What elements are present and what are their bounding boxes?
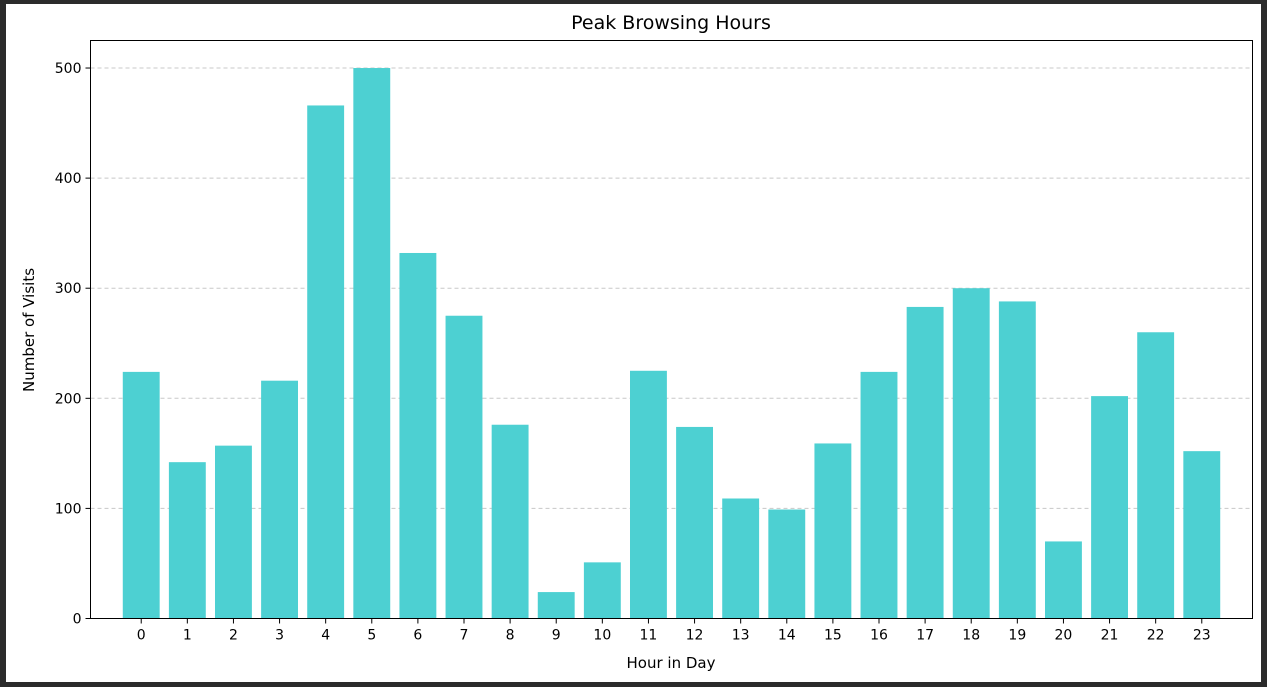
bar-hour-4 xyxy=(307,105,345,619)
x-tick-label: 9 xyxy=(552,628,561,644)
bars xyxy=(122,68,1221,619)
x-tick-label: 1 xyxy=(183,628,192,644)
bar-hour-23 xyxy=(1183,451,1221,619)
bar-hour-22 xyxy=(1137,332,1175,619)
bar-hour-14 xyxy=(768,509,806,619)
bar-hour-9 xyxy=(537,592,575,619)
bar-hour-19 xyxy=(998,301,1036,619)
x-tick-label: 6 xyxy=(413,628,422,644)
bar-hour-13 xyxy=(722,498,760,619)
bar-hour-12 xyxy=(676,426,713,619)
plot-area-frame xyxy=(90,40,1253,619)
x-tick-label: 12 xyxy=(686,628,704,644)
bar-hour-15 xyxy=(814,443,852,619)
bar-hour-5 xyxy=(353,68,391,619)
bar-hour-0 xyxy=(122,371,160,619)
x-tick-label: 19 xyxy=(1008,628,1026,644)
x-axis-label: Hour in Day xyxy=(627,654,716,672)
x-tick-label: 22 xyxy=(1147,628,1165,644)
x-tick-label: 13 xyxy=(732,628,750,644)
x-tick-label: 20 xyxy=(1055,628,1073,644)
bar-hour-3 xyxy=(261,380,298,619)
x-tick-label: 8 xyxy=(506,628,515,644)
bar-hour-20 xyxy=(1045,541,1082,619)
bar-hour-11 xyxy=(630,370,667,619)
x-tick-label: 4 xyxy=(321,628,330,644)
bar-hour-2 xyxy=(215,445,252,619)
grid-lines xyxy=(90,67,1253,509)
y-tick-label: 300 xyxy=(55,281,82,297)
bar-hour-16 xyxy=(860,371,898,619)
x-tick-label: 3 xyxy=(275,628,284,644)
x-tick-label: 2 xyxy=(229,628,238,644)
y-tick-label: 100 xyxy=(55,501,82,517)
bar-hour-17 xyxy=(906,306,944,619)
x-tick-label: 7 xyxy=(460,628,469,644)
x-tick-label: 23 xyxy=(1193,628,1211,644)
x-tick-label: 16 xyxy=(870,628,888,644)
chart-window: 0 100 200 300 400 500 0 1 2 3 4 5 6 7 8 9 10 11 12 13 14 15 1… xyxy=(6,4,1261,682)
x-tick-label: 10 xyxy=(593,628,611,644)
bar-hour-8 xyxy=(491,424,529,619)
x-tick-label: 11 xyxy=(640,628,658,644)
x-tick-label: 18 xyxy=(962,628,980,644)
y-axis-label: Number of Visits xyxy=(20,268,38,392)
x-tick-label: 15 xyxy=(824,628,842,644)
x-tick-label: 21 xyxy=(1101,628,1119,644)
chart-title: Peak Browsing Hours xyxy=(571,12,771,34)
bar-hour-21 xyxy=(1091,396,1128,619)
y-tick-label: 500 xyxy=(55,61,82,77)
x-tick-label: 17 xyxy=(916,628,934,644)
x-axis-ticks: 0 1 2 3 4 5 6 7 8 9 10 11 12 13 14 15 16 17 18 19 20 21 22 23 xyxy=(137,618,1211,644)
bar-hour-7 xyxy=(445,315,483,619)
x-tick-label: 0 xyxy=(137,628,146,644)
bar-hour-6 xyxy=(399,252,437,619)
y-tick-label: 0 xyxy=(73,612,82,628)
y-tick-label: 200 xyxy=(55,391,82,407)
y-axis-ticks: 0 100 200 300 400 500 xyxy=(55,61,91,628)
bar-hour-10 xyxy=(583,562,621,619)
bar-hour-1 xyxy=(168,462,206,619)
y-tick-label: 400 xyxy=(55,171,82,187)
x-tick-label: 5 xyxy=(367,628,376,644)
bar-hour-18 xyxy=(952,288,990,619)
x-tick-label: 14 xyxy=(778,628,796,644)
